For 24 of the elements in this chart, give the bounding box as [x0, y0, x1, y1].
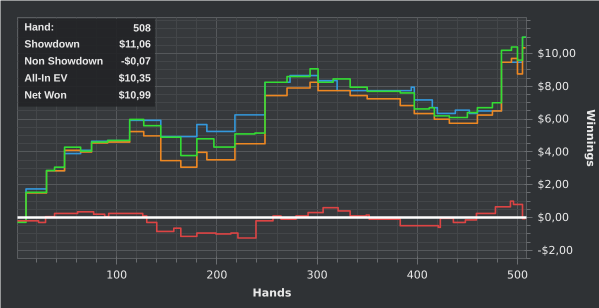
annotation: $10,35 [118, 72, 151, 85]
x-tick-label: 100 [106, 268, 128, 282]
annotation: Net Won [24, 90, 67, 102]
x-tick-label: 400 [406, 268, 428, 282]
x-tick-label: 200 [206, 268, 228, 282]
y-tick-label: $8,00 [538, 80, 569, 93]
annotation: All-In EV [24, 72, 68, 85]
annotation: Hand: [24, 21, 54, 34]
y-axis-title: Winnings [584, 109, 597, 168]
annotation: Showdown [24, 38, 80, 50]
y-tick-label: $10,00 [538, 47, 576, 60]
annotation: $11,06 [119, 38, 151, 50]
y-tick-label: -$2,00 [538, 244, 573, 257]
x-tick-label: 500 [506, 268, 528, 282]
y-tick-label: $6,00 [538, 112, 569, 126]
y-tick-label: $4,00 [538, 145, 569, 158]
y-tick-label: $2,00 [538, 178, 569, 192]
annotation: 508 [133, 22, 151, 34]
annotation: $10,99 [118, 90, 151, 102]
annotation: Non Showdown [24, 55, 104, 68]
y-tick-label: $0,00 [538, 211, 569, 224]
annotation: -$0,07 [121, 55, 151, 68]
x-axis-title: Hands [252, 286, 292, 300]
x-tick-label: 300 [306, 268, 328, 282]
